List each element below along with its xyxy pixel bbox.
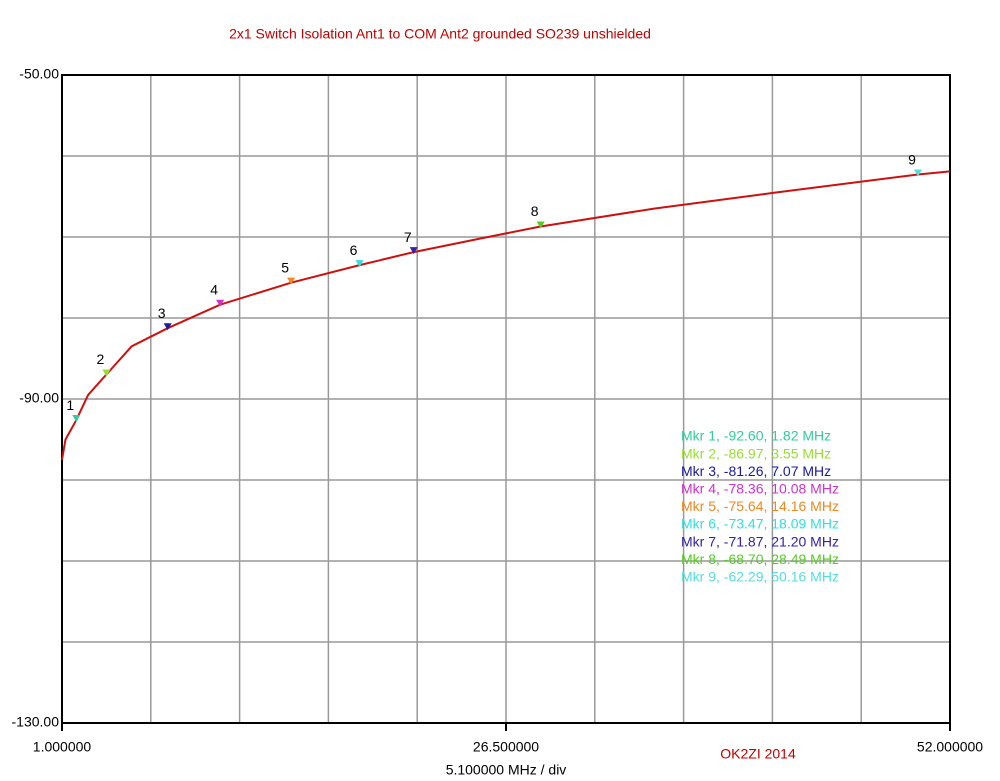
marker-label: 9 (908, 151, 916, 167)
y-tick-label: -90.00 (19, 390, 59, 406)
marker-label: 8 (531, 203, 539, 219)
x-axis-label: 5.100000 MHz / div (446, 762, 567, 778)
x-tick-label: 1.000000 (33, 739, 92, 755)
marker-label: 6 (350, 242, 358, 258)
x-tick-label: 26.500000 (473, 739, 539, 755)
legend-entry: Mkr 3, -81.26, 7.07 MHz (681, 463, 831, 479)
marker (287, 277, 296, 285)
chart-title: 2x1 Switch Isolation Ant1 to COM Ant2 gr… (229, 26, 651, 42)
legend-entry: Mkr 2, -86.97, 3.55 MHz (681, 445, 831, 461)
legend-entry: Mkr 6, -73.47, 18.09 MHz (681, 516, 839, 532)
marker (72, 415, 81, 423)
marker (163, 323, 172, 331)
legend-entry: Mkr 5, -75.64, 14.16 MHz (681, 498, 839, 514)
legend-entry: Mkr 1, -92.60, 1.82 MHz (681, 428, 831, 444)
marker (355, 260, 364, 268)
marker-label: 7 (404, 229, 412, 245)
legend-entry: Mkr 7, -71.87, 21.20 MHz (681, 533, 839, 549)
marker (409, 247, 418, 255)
marker (913, 169, 922, 177)
x-tick-label: 52.000000 (917, 739, 983, 755)
y-tick-label: -130.00 (12, 714, 60, 730)
marker-label: 4 (210, 281, 218, 297)
legend-entry: Mkr 8, -68.70, 28.49 MHz (681, 551, 839, 567)
marker-label: 1 (66, 397, 74, 413)
marker (536, 221, 545, 229)
marker-label: 5 (281, 259, 289, 275)
y-tick-label: -50.00 (19, 66, 59, 82)
marker-label: 2 (97, 351, 105, 367)
legend-entry: Mkr 4, -78.36, 10.08 MHz (681, 481, 839, 497)
marker (216, 299, 225, 307)
marker (102, 369, 111, 377)
credit: OK2ZI 2014 (720, 746, 796, 762)
marker-label: 3 (158, 305, 166, 321)
plot-frame (61, 74, 951, 724)
legend-entry: Mkr 9, -62.29, 50.16 MHz (681, 569, 839, 585)
